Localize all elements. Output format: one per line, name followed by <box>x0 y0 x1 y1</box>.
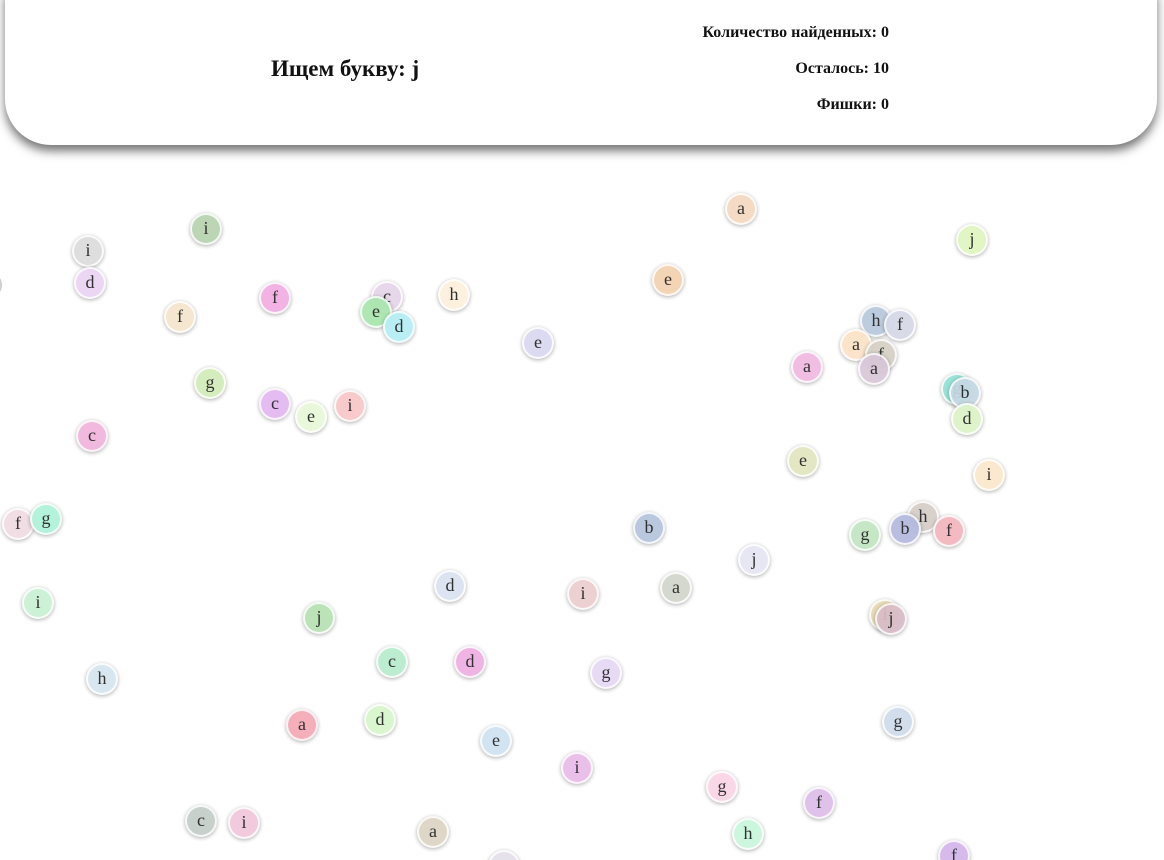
letter-chip-f[interactable]: f <box>164 301 196 333</box>
letter-chip-c[interactable]: c <box>376 646 408 678</box>
letter-chip-d[interactable]: d <box>383 311 415 343</box>
letter-chip-a[interactable]: a <box>858 353 890 385</box>
letter-chip-c[interactable]: c <box>259 388 291 420</box>
letter-chip-c[interactable]: c <box>76 420 108 452</box>
letter-chip-i[interactable]: i <box>567 578 599 610</box>
letter-chip-f[interactable]: f <box>884 309 916 341</box>
letter-chip-i[interactable]: i <box>72 235 104 267</box>
offscreen-chip-edge <box>0 278 2 292</box>
letter-chip-a[interactable]: a <box>417 816 449 848</box>
letter-chip-e[interactable]: e <box>295 401 327 433</box>
letter-chip-i[interactable]: i <box>228 807 260 839</box>
remaining-count: Осталось: 10 <box>795 60 889 77</box>
letter-chip-c[interactable]: c <box>185 805 217 837</box>
letter-chip-b[interactable]: b <box>633 512 665 544</box>
letter-chip-d[interactable]: d <box>454 646 486 678</box>
found-count: Количество найденных: 0 <box>702 24 890 41</box>
letter-chip-f[interactable]: f <box>938 840 970 860</box>
letter-chip-b[interactable]: b <box>889 513 921 545</box>
letter-chip-d[interactable]: d <box>74 267 106 299</box>
letter-chip-g[interactable]: g <box>849 519 881 551</box>
letter-chip-d[interactable]: d <box>364 704 396 736</box>
letter-chip-e[interactable]: e <box>787 445 819 477</box>
letter-chip-e[interactable]: e <box>480 725 512 757</box>
letter-chip-h[interactable]: h <box>907 501 939 533</box>
letter-chip-j[interactable]: j <box>738 544 770 576</box>
letter-chip-j[interactable]: j <box>875 603 907 635</box>
letter-chip-i[interactable]: i <box>334 390 366 422</box>
letter-chip-h[interactable]: h <box>438 279 470 311</box>
letter-chip-j[interactable]: j <box>956 224 988 256</box>
header-panel: Ищем букву: j Количество найденных: 0 Ос… <box>5 0 1157 145</box>
letter-chip-g[interactable]: g <box>882 706 914 738</box>
letter-chip-e[interactable]: e <box>488 850 520 860</box>
letter-chip-d[interactable]: d <box>951 403 983 435</box>
letter-chip-d[interactable]: d <box>434 570 466 602</box>
chips-count: Фишки: 0 <box>816 96 889 113</box>
letter-chip-e[interactable]: e <box>652 264 684 296</box>
letter-chip-g[interactable]: g <box>194 367 226 399</box>
letter-chip-a[interactable]: a <box>725 193 757 225</box>
letter-chip-g[interactable]: g <box>706 771 738 803</box>
letter-chip-g[interactable]: g <box>30 503 62 535</box>
letter-chip-a[interactable]: a <box>286 709 318 741</box>
letter-chip-i[interactable]: i <box>561 752 593 784</box>
letter-chip-f[interactable]: f <box>2 508 34 540</box>
letter-chip-e[interactable]: e <box>522 327 554 359</box>
letter-chip-f[interactable]: f <box>933 515 965 547</box>
letter-chip-a[interactable]: a <box>791 351 823 383</box>
letter-chip-i[interactable]: i <box>973 459 1005 491</box>
letter-chip-a[interactable]: a <box>660 572 692 604</box>
letter-chip-h[interactable]: h <box>732 818 764 850</box>
letter-chip-f[interactable]: f <box>803 787 835 819</box>
letter-chip-i[interactable]: i <box>190 213 222 245</box>
letter-chip-j[interactable]: j <box>303 602 335 634</box>
target-letter-label: Ищем букву: j <box>271 56 420 81</box>
letter-chip-h[interactable]: h <box>86 663 118 695</box>
letter-chip-f[interactable]: f <box>259 282 291 314</box>
letter-chip-g[interactable]: g <box>590 657 622 689</box>
letter-chip-i[interactable]: i <box>22 587 54 619</box>
